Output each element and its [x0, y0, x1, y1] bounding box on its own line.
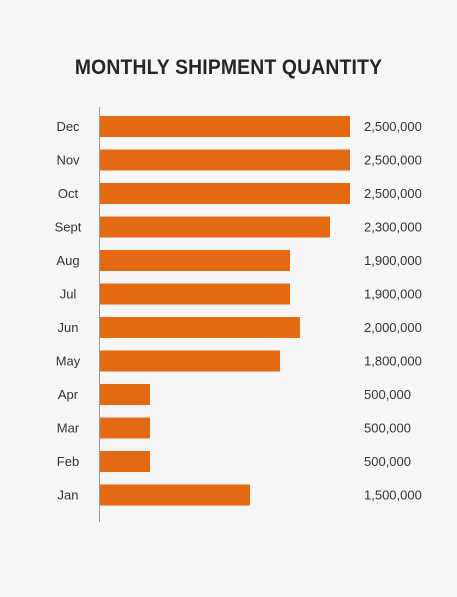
bars-group — [100, 116, 350, 506]
category-label: Jun — [58, 320, 79, 335]
category-label: Oct — [58, 186, 79, 201]
category-label: Jan — [58, 488, 79, 503]
bar-may — [100, 350, 280, 372]
value-label: 500,000 — [364, 421, 411, 436]
bar-oct — [100, 183, 350, 204]
category-label: Sept — [55, 220, 82, 235]
category-label: Feb — [57, 454, 79, 469]
category-label: May — [56, 354, 81, 369]
category-label: Nov — [56, 153, 80, 168]
chart-title: MONTHLY SHIPMENT QUANTITY — [74, 56, 383, 79]
bar-dec — [100, 116, 350, 137]
category-label: Jul — [60, 287, 77, 302]
category-label: Aug — [56, 253, 79, 268]
bar-jan — [100, 484, 250, 506]
category-label: Dec — [56, 119, 80, 134]
category-labels-group: Dec Nov Oct Sept Aug Jul Jun May Apr Mar Feb Jan — [55, 119, 82, 503]
value-label: 1,900,000 — [364, 287, 422, 302]
category-label: Apr — [58, 387, 79, 402]
value-label: 2,500,000 — [364, 119, 422, 134]
value-labels-group: 2,500,000 2,500,000 2,500,000 2,300,000 1,90… — [364, 119, 422, 503]
value-label: 2,000,000 — [364, 320, 422, 335]
value-label: 2,300,000 — [364, 220, 422, 235]
bar-aug — [100, 250, 290, 271]
bar-apr — [100, 384, 150, 405]
category-label: Mar — [57, 421, 80, 436]
value-label: 2,500,000 — [364, 153, 422, 168]
value-label: 1,500,000 — [364, 488, 422, 503]
value-label: 1,800,000 — [364, 354, 422, 369]
bar-jun — [100, 317, 300, 338]
bar-mar — [100, 417, 150, 439]
bar-nov — [100, 149, 350, 171]
value-label: 500,000 — [364, 454, 411, 469]
value-label: 500,000 — [364, 387, 411, 402]
bar-sept — [100, 216, 330, 238]
value-label: 1,900,000 — [364, 253, 422, 268]
value-label: 2,500,000 — [364, 186, 422, 201]
bar-feb — [100, 451, 150, 472]
bar-jul — [100, 283, 290, 305]
